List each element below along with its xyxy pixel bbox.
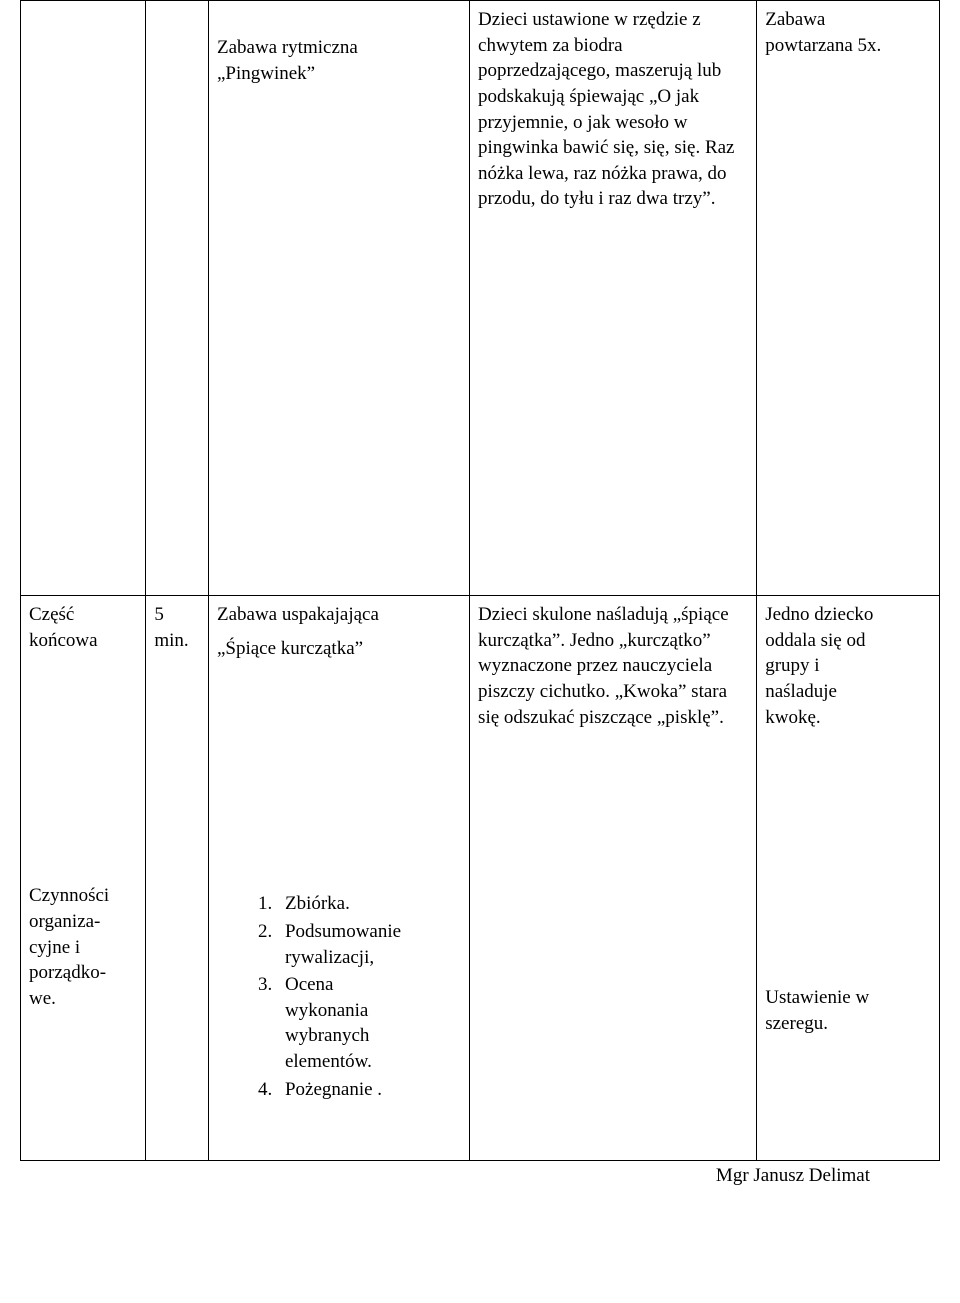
notes-line: kwokę. [765,705,931,731]
notes-line: oddala się od [765,628,931,654]
phase-line: organiza- [29,909,137,935]
list-item: Podsumowanie rywalizacji, [277,919,461,970]
phase-line: we. [29,986,137,1012]
author-signature: Mgr Janusz Delimat [20,1165,940,1187]
notes-line: powtarzana 5x. [765,33,931,59]
notes-line: szeregu. [765,1011,931,1037]
activity-subtitle: „Pingwinek” [217,61,461,87]
cell-phase [21,1,146,596]
phase-line: końcowa [29,628,137,654]
notes-line: Jedno dziecko [765,602,931,628]
activity-title: Zabawa uspakajająca [217,602,461,628]
list-item-text: wykonania [285,1000,368,1021]
phase-line: Czynności [29,883,137,909]
list-item-text: Pożegnanie . [285,1079,382,1100]
table-row: Zabawa rytmiczna „Pingwinek” Dzieci usta… [21,1,940,596]
cell-description: Dzieci ustawione w rzędzie z chwytem za … [470,1,757,596]
phase-line: porządko- [29,960,137,986]
activity-ordered-list: Zbiórka. Podsumowanie rywalizacji, Ocena… [242,891,461,1102]
cell-time [146,1,209,596]
time-line: min. [154,628,200,654]
description-text: Dzieci skulone naśladują „śpiące kurcząt… [478,602,748,730]
list-item-text: elementów. [285,1051,372,1072]
cell-activity: Zabawa uspakajająca „Śpiące kurczątka” Z… [208,596,469,1161]
cell-activity: Zabawa rytmiczna „Pingwinek” [208,1,469,596]
notes-line: grupy i [765,653,931,679]
list-item-text: rywalizacji, [285,947,374,968]
list-item: Ocena wykonania wybranych elementów. [277,972,461,1075]
list-item-text: wybranych [285,1025,369,1046]
phase-line: Część [29,602,137,628]
activity-subtitle: „Śpiące kurczątka” [217,636,461,662]
cell-notes: Jedno dziecko oddala się od grupy i naśl… [757,596,940,1161]
cell-phase: Część końcowa Czynności organiza- cyjne … [21,596,146,1161]
notes-line: Ustawienie w [765,985,931,1011]
notes-line: Zabawa [765,7,931,33]
list-item-text: Ocena [285,974,334,995]
activity-title: Zabawa rytmiczna [217,35,461,61]
list-item-text: Podsumowanie [285,921,401,942]
list-item-text: Zbiórka. [285,893,350,914]
cell-description: Dzieci skulone naśladują „śpiące kurcząt… [470,596,757,1161]
cell-time: 5 min. [146,596,209,1161]
table-row: Część końcowa Czynności organiza- cyjne … [21,596,940,1161]
list-item: Zbiórka. [277,891,461,917]
list-item: Pożegnanie . [277,1077,461,1103]
time-line: 5 [154,602,200,628]
lesson-plan-table: Zabawa rytmiczna „Pingwinek” Dzieci usta… [20,0,940,1161]
notes-line: naśladuje [765,679,931,705]
phase-line: cyjne i [29,935,137,961]
description-text: Dzieci ustawione w rzędzie z chwytem za … [478,7,748,212]
cell-notes: Zabawa powtarzana 5x. [757,1,940,596]
